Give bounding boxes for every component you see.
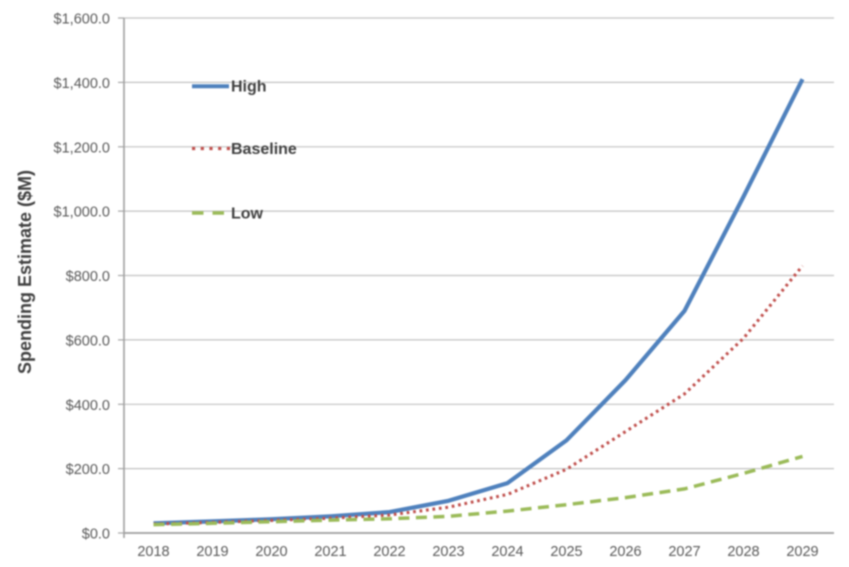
svg-text:$1,600.0: $1,600.0 <box>54 12 110 28</box>
svg-text:2025: 2025 <box>550 544 582 560</box>
svg-text:Spending Estimate ($M): Spending Estimate ($M) <box>15 170 35 374</box>
svg-text:2021: 2021 <box>314 544 346 560</box>
svg-text:$800.0: $800.0 <box>66 269 110 285</box>
svg-text:2024: 2024 <box>491 544 523 560</box>
svg-text:$1,200.0: $1,200.0 <box>54 140 110 156</box>
svg-text:$1,400.0: $1,400.0 <box>54 76 110 92</box>
svg-text:$600.0: $600.0 <box>66 333 110 349</box>
svg-text:Low: Low <box>231 206 264 223</box>
svg-text:Baseline: Baseline <box>231 141 297 158</box>
svg-text:2020: 2020 <box>255 544 287 560</box>
svg-text:2028: 2028 <box>727 544 759 560</box>
svg-text:2026: 2026 <box>609 544 641 560</box>
svg-text:2029: 2029 <box>786 544 818 560</box>
svg-text:$0.0: $0.0 <box>82 527 110 543</box>
svg-text:$200.0: $200.0 <box>66 462 110 478</box>
svg-text:$1,000.0: $1,000.0 <box>54 205 110 221</box>
svg-text:2023: 2023 <box>432 544 464 560</box>
svg-text:2018: 2018 <box>137 544 169 560</box>
svg-text:2019: 2019 <box>196 544 228 560</box>
svg-text:High: High <box>231 79 267 96</box>
svg-text:2022: 2022 <box>373 544 405 560</box>
svg-text:2027: 2027 <box>668 544 700 560</box>
svg-text:$400.0: $400.0 <box>66 398 110 414</box>
